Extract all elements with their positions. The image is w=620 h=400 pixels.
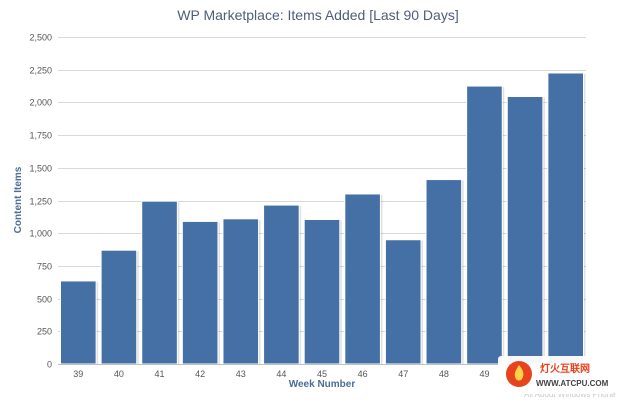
bar-week-42 bbox=[181, 220, 219, 365]
x-tick-label: 40 bbox=[114, 369, 124, 379]
y-tick-label: 0 bbox=[47, 360, 52, 370]
y-tick-label: 1,250 bbox=[29, 197, 52, 207]
badge-flame-icon bbox=[514, 365, 524, 381]
y-tick-label: 1,750 bbox=[29, 131, 52, 141]
x-tick-label: 44 bbox=[276, 369, 286, 379]
x-tick-label: 43 bbox=[236, 369, 246, 379]
y-tick-label: 750 bbox=[37, 262, 52, 272]
watermark-credit: All About Windows Phone bbox=[524, 390, 616, 399]
bar-week-39 bbox=[60, 280, 97, 365]
chart-title: WP Marketplace: Items Added [Last 90 Day… bbox=[177, 7, 458, 23]
bar-week-51 bbox=[547, 72, 585, 365]
watermark-badge: 灯火互联网 WWW.ATCPU.COM bbox=[498, 356, 614, 394]
y-tick-label: 500 bbox=[37, 295, 52, 305]
y-tick-label: 2,250 bbox=[29, 66, 52, 76]
y-tick-label: 250 bbox=[37, 327, 52, 337]
bar-week-50 bbox=[506, 96, 544, 365]
bar-week-49 bbox=[466, 85, 503, 365]
bar-week-45 bbox=[303, 218, 341, 365]
y-axis-title: Content Items bbox=[13, 166, 24, 233]
y-tick-label: 1,000 bbox=[29, 229, 52, 239]
bar-week-41 bbox=[141, 200, 178, 365]
y-axis-ticks: 0 250 500 750 1,000 1,250 1,500 1,750 2,000 2,250… bbox=[29, 33, 52, 370]
bar-week-44 bbox=[263, 204, 300, 365]
x-tick-label: 49 bbox=[479, 369, 489, 379]
x-axis-ticks: 39404142434445464748495051 bbox=[73, 369, 570, 379]
x-tick-label: 41 bbox=[155, 369, 165, 379]
bar-week-43 bbox=[222, 218, 260, 365]
bars bbox=[60, 72, 586, 365]
x-tick-label: 39 bbox=[73, 369, 83, 379]
bar-week-48 bbox=[425, 179, 463, 365]
bar-week-40 bbox=[100, 249, 138, 365]
y-tick-label: 2,500 bbox=[29, 33, 52, 43]
y-tick-label: 2,000 bbox=[29, 98, 52, 108]
x-tick-label: 47 bbox=[398, 369, 408, 379]
y-tick-label: 1,500 bbox=[29, 164, 52, 174]
x-tick-label: 48 bbox=[439, 369, 449, 379]
bar-week-46 bbox=[344, 193, 381, 365]
bar-week-47 bbox=[384, 239, 422, 365]
x-axis-title: Week Number bbox=[289, 379, 356, 390]
badge-text: 灯火互联网 bbox=[540, 362, 590, 375]
x-tick-label: 42 bbox=[195, 369, 205, 379]
x-tick-label: 46 bbox=[358, 369, 368, 379]
x-tick-label: 45 bbox=[317, 369, 327, 379]
badge-url: WWW.ATCPU.COM bbox=[536, 379, 609, 388]
